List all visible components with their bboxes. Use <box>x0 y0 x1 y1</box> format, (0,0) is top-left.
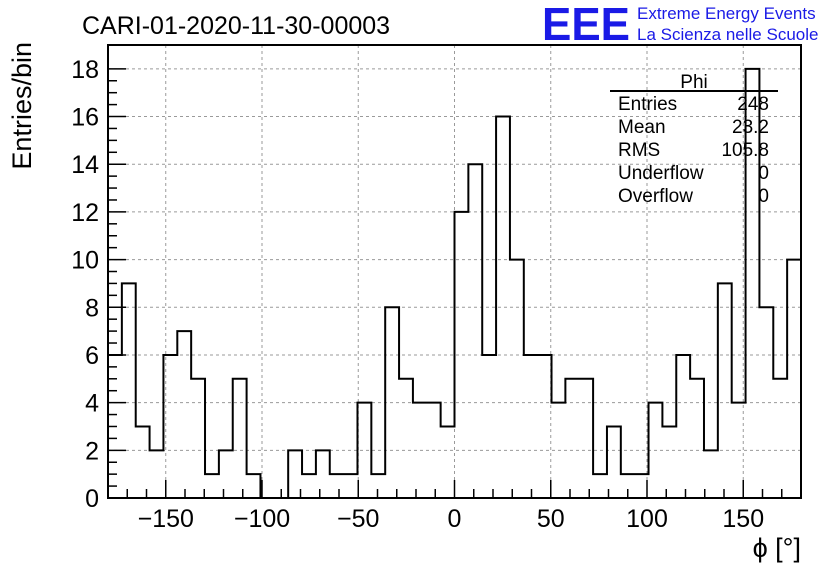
grid-lines <box>108 45 801 498</box>
x-tick-label: 50 <box>537 505 565 533</box>
histogram-bars <box>108 67 801 499</box>
stats-row-value: 0 <box>758 163 769 184</box>
stats-row-label: Entries <box>618 94 677 115</box>
x-tick-label: −50 <box>337 505 379 533</box>
y-tick-label: 2 <box>85 437 99 465</box>
x-tick-label: 150 <box>722 505 764 533</box>
axis-tick-labels: −150 −100 −50 0 50 100 150 0 2 4 6 8 10 12 14 16 18 <box>71 56 764 533</box>
y-tick-label: 12 <box>71 199 99 227</box>
stats-row-value: 23.2 <box>732 117 769 138</box>
y-tick-label: 6 <box>85 342 99 370</box>
brand-line-2: La Scienza nelle Scuole <box>637 25 818 44</box>
y-tick-label: 0 <box>85 485 99 513</box>
x-tick-label: 0 <box>448 505 462 533</box>
histogram-outline <box>108 67 801 499</box>
x-tick-label: −150 <box>138 505 194 533</box>
chart-title: CARI-01-2020-11-30-00003 <box>82 12 390 40</box>
stats-row-value: 0 <box>758 186 769 207</box>
stats-box: Phi Entries 248 Mean 23.2 RMS 105.8 Underflow 0… <box>610 72 778 207</box>
stats-row-value: 248 <box>737 94 769 115</box>
stats-row-label: Mean <box>618 117 666 138</box>
y-tick-label: 8 <box>85 294 99 322</box>
y-axis-label: Entries/bin <box>7 42 37 170</box>
x-tick-label: 100 <box>626 505 668 533</box>
stats-row-label: Underflow <box>618 163 704 184</box>
axis-ticks <box>108 68 783 499</box>
brand-line-1: Extreme Energy Events <box>637 4 816 23</box>
y-tick-label: 14 <box>71 151 99 179</box>
stats-row-label: RMS <box>618 140 660 161</box>
y-tick-label: 18 <box>71 56 99 84</box>
x-axis-label: ϕ [°] <box>753 533 801 563</box>
stats-row-value: 105.8 <box>721 140 769 161</box>
y-tick-label: 4 <box>85 390 99 418</box>
x-tick-label: −100 <box>234 505 290 533</box>
y-tick-label: 16 <box>71 104 99 132</box>
stats-title: Phi <box>680 72 707 93</box>
stats-row-label: Overflow <box>618 186 693 207</box>
eee-logo: EEE <box>542 0 630 50</box>
y-tick-label: 10 <box>71 247 99 275</box>
